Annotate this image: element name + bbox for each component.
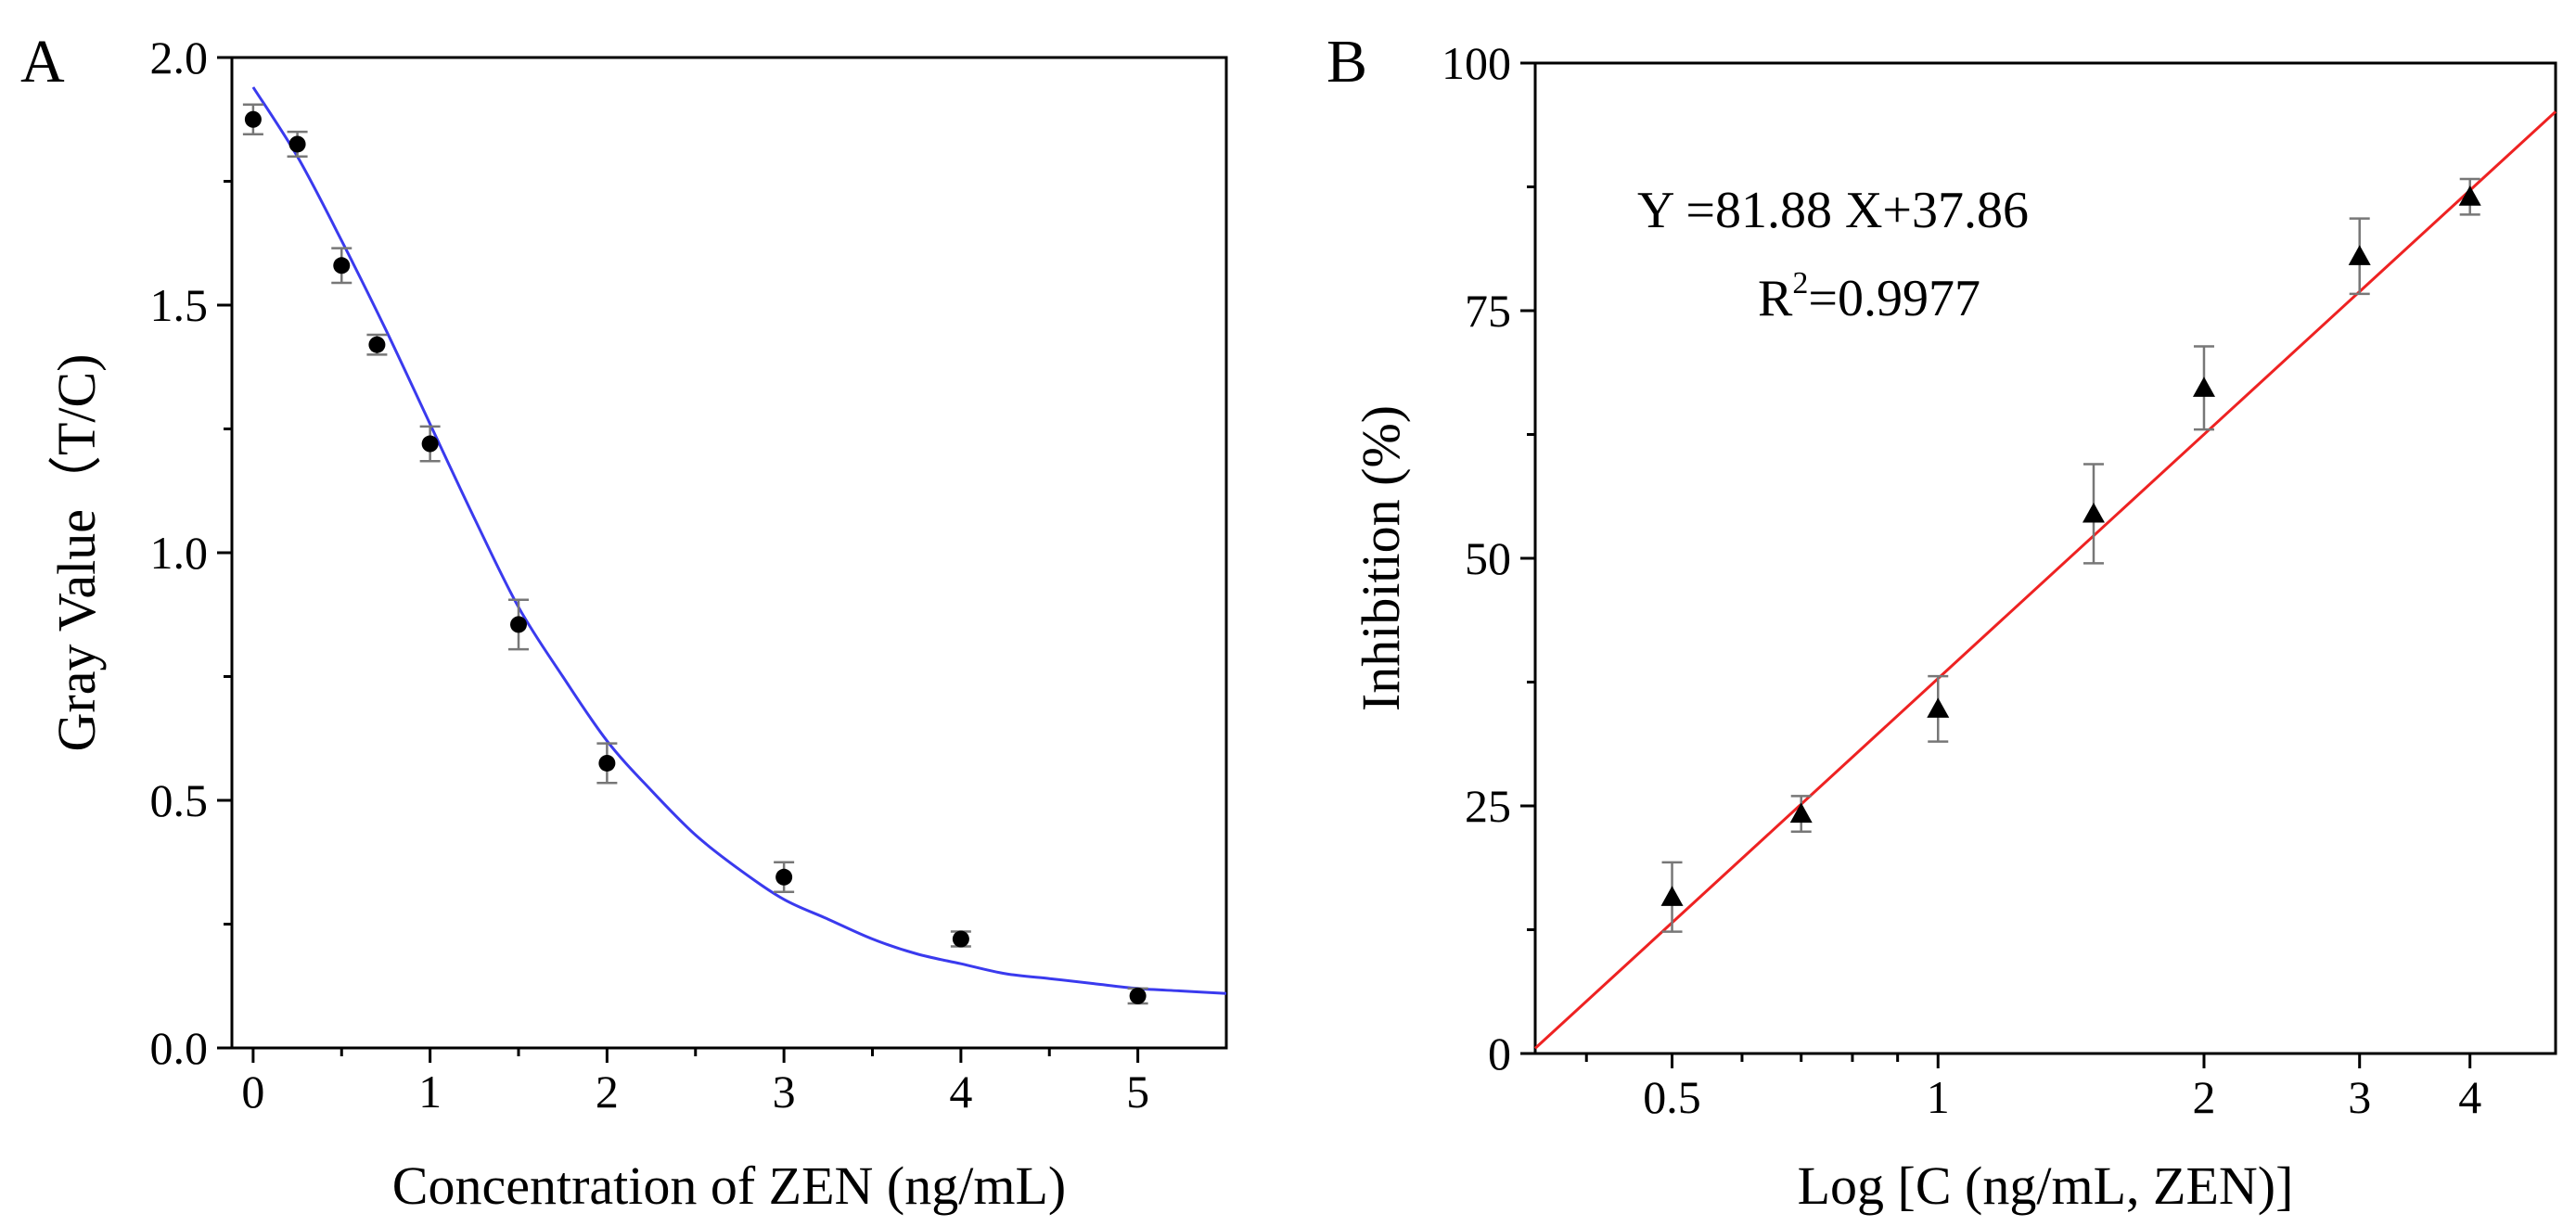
panel-b-y-tick-label: 100 [1442,37,1511,89]
panel-a-chart: A 0 1 2 3 4 5 0.0 0.5 1.0 1.5 2.0 Concentration of… [20,28,1228,1216]
panel-b-y-tick-label: 75 [1465,285,1511,337]
panel-a-data-point [421,435,439,453]
panel-a-data-point [598,754,616,772]
panel-a-data-point [1129,987,1147,1004]
panel-b-r-squared: R2=0.9977 [1758,266,1980,327]
panel-a-y-tick-label: 0.5 [150,774,209,826]
panel-b-x-tick-label: 4 [2458,1071,2481,1123]
panel-b-label: B [1326,28,1367,96]
panel-b-x-tick-label: 1 [1927,1071,1950,1123]
panel-a-data-point [775,868,793,886]
panel-a-y-tick-label: 1.5 [150,279,209,331]
panel-b-fit-line [1533,110,2557,1050]
panel-a-data-point [288,135,306,153]
panel-b-x-tick-label: 2 [2192,1071,2215,1123]
panel-b-r-squared-symbol: R [1758,270,1793,327]
panel-a-y-tick-label: 2.0 [150,32,209,83]
panel-b-fit-equation: Y =81.88 X+37.86 [1637,182,2029,239]
panel-b-r-squared-exponent: 2 [1792,266,1808,300]
panel-a-x-tick-label: 5 [1126,1066,1149,1117]
panel-a-y-tick-label: 0.0 [150,1022,209,1074]
panel-b-data-point [1927,697,1950,718]
panel-b-data-point [2458,185,2481,206]
panel-a-x-tick-label: 4 [949,1066,972,1117]
panel-a-plot-frame [230,56,1228,1050]
panel-a-data-point [244,110,262,128]
panel-a-data-point [333,257,351,275]
panel-b-data-point [2348,245,2371,265]
panel-a-data-point [952,930,969,948]
panel-a-fit-curve [251,86,1227,995]
panel-a-y-tick-label: 1.0 [150,527,209,579]
panel-b-data-point [2192,377,2215,397]
panel-a-data-point [368,336,386,353]
panel-b-y-tick-label: 0 [1488,1028,1511,1079]
panel-b-x-tick-label: 3 [2348,1071,2371,1123]
panel-b-x-tick-label: 0.5 [1643,1071,1701,1123]
panel-b-y-tick-label: 50 [1465,532,1511,584]
panel-b-data-point [1789,802,1813,824]
panel-a-x-axis-title: Concentration of ZEN (ng/mL) [392,1156,1066,1216]
panel-b-data-point [1660,886,1684,906]
panel-a-x-tick-label: 3 [773,1066,796,1117]
panel-b-r-squared-value: =0.9977 [1808,270,1980,327]
panel-a-x-tick-label: 2 [596,1066,619,1117]
panel-a-data-point [510,616,528,633]
panel-a-label: A [20,28,65,96]
panel-a-x-tick-label: 0 [241,1066,264,1117]
panel-b-y-tick-label: 25 [1465,780,1511,832]
panel-b-x-axis-title: Log [C (ng/mL, ZEN)] [1798,1156,2294,1216]
panel-a-y-axis-title: Gray Value（T/C) [46,354,107,752]
panel-a-x-tick-label: 1 [418,1066,442,1117]
panel-b-data-point [2082,502,2105,523]
panel-b-y-axis-title: Inhibition (%) [1351,405,1411,711]
